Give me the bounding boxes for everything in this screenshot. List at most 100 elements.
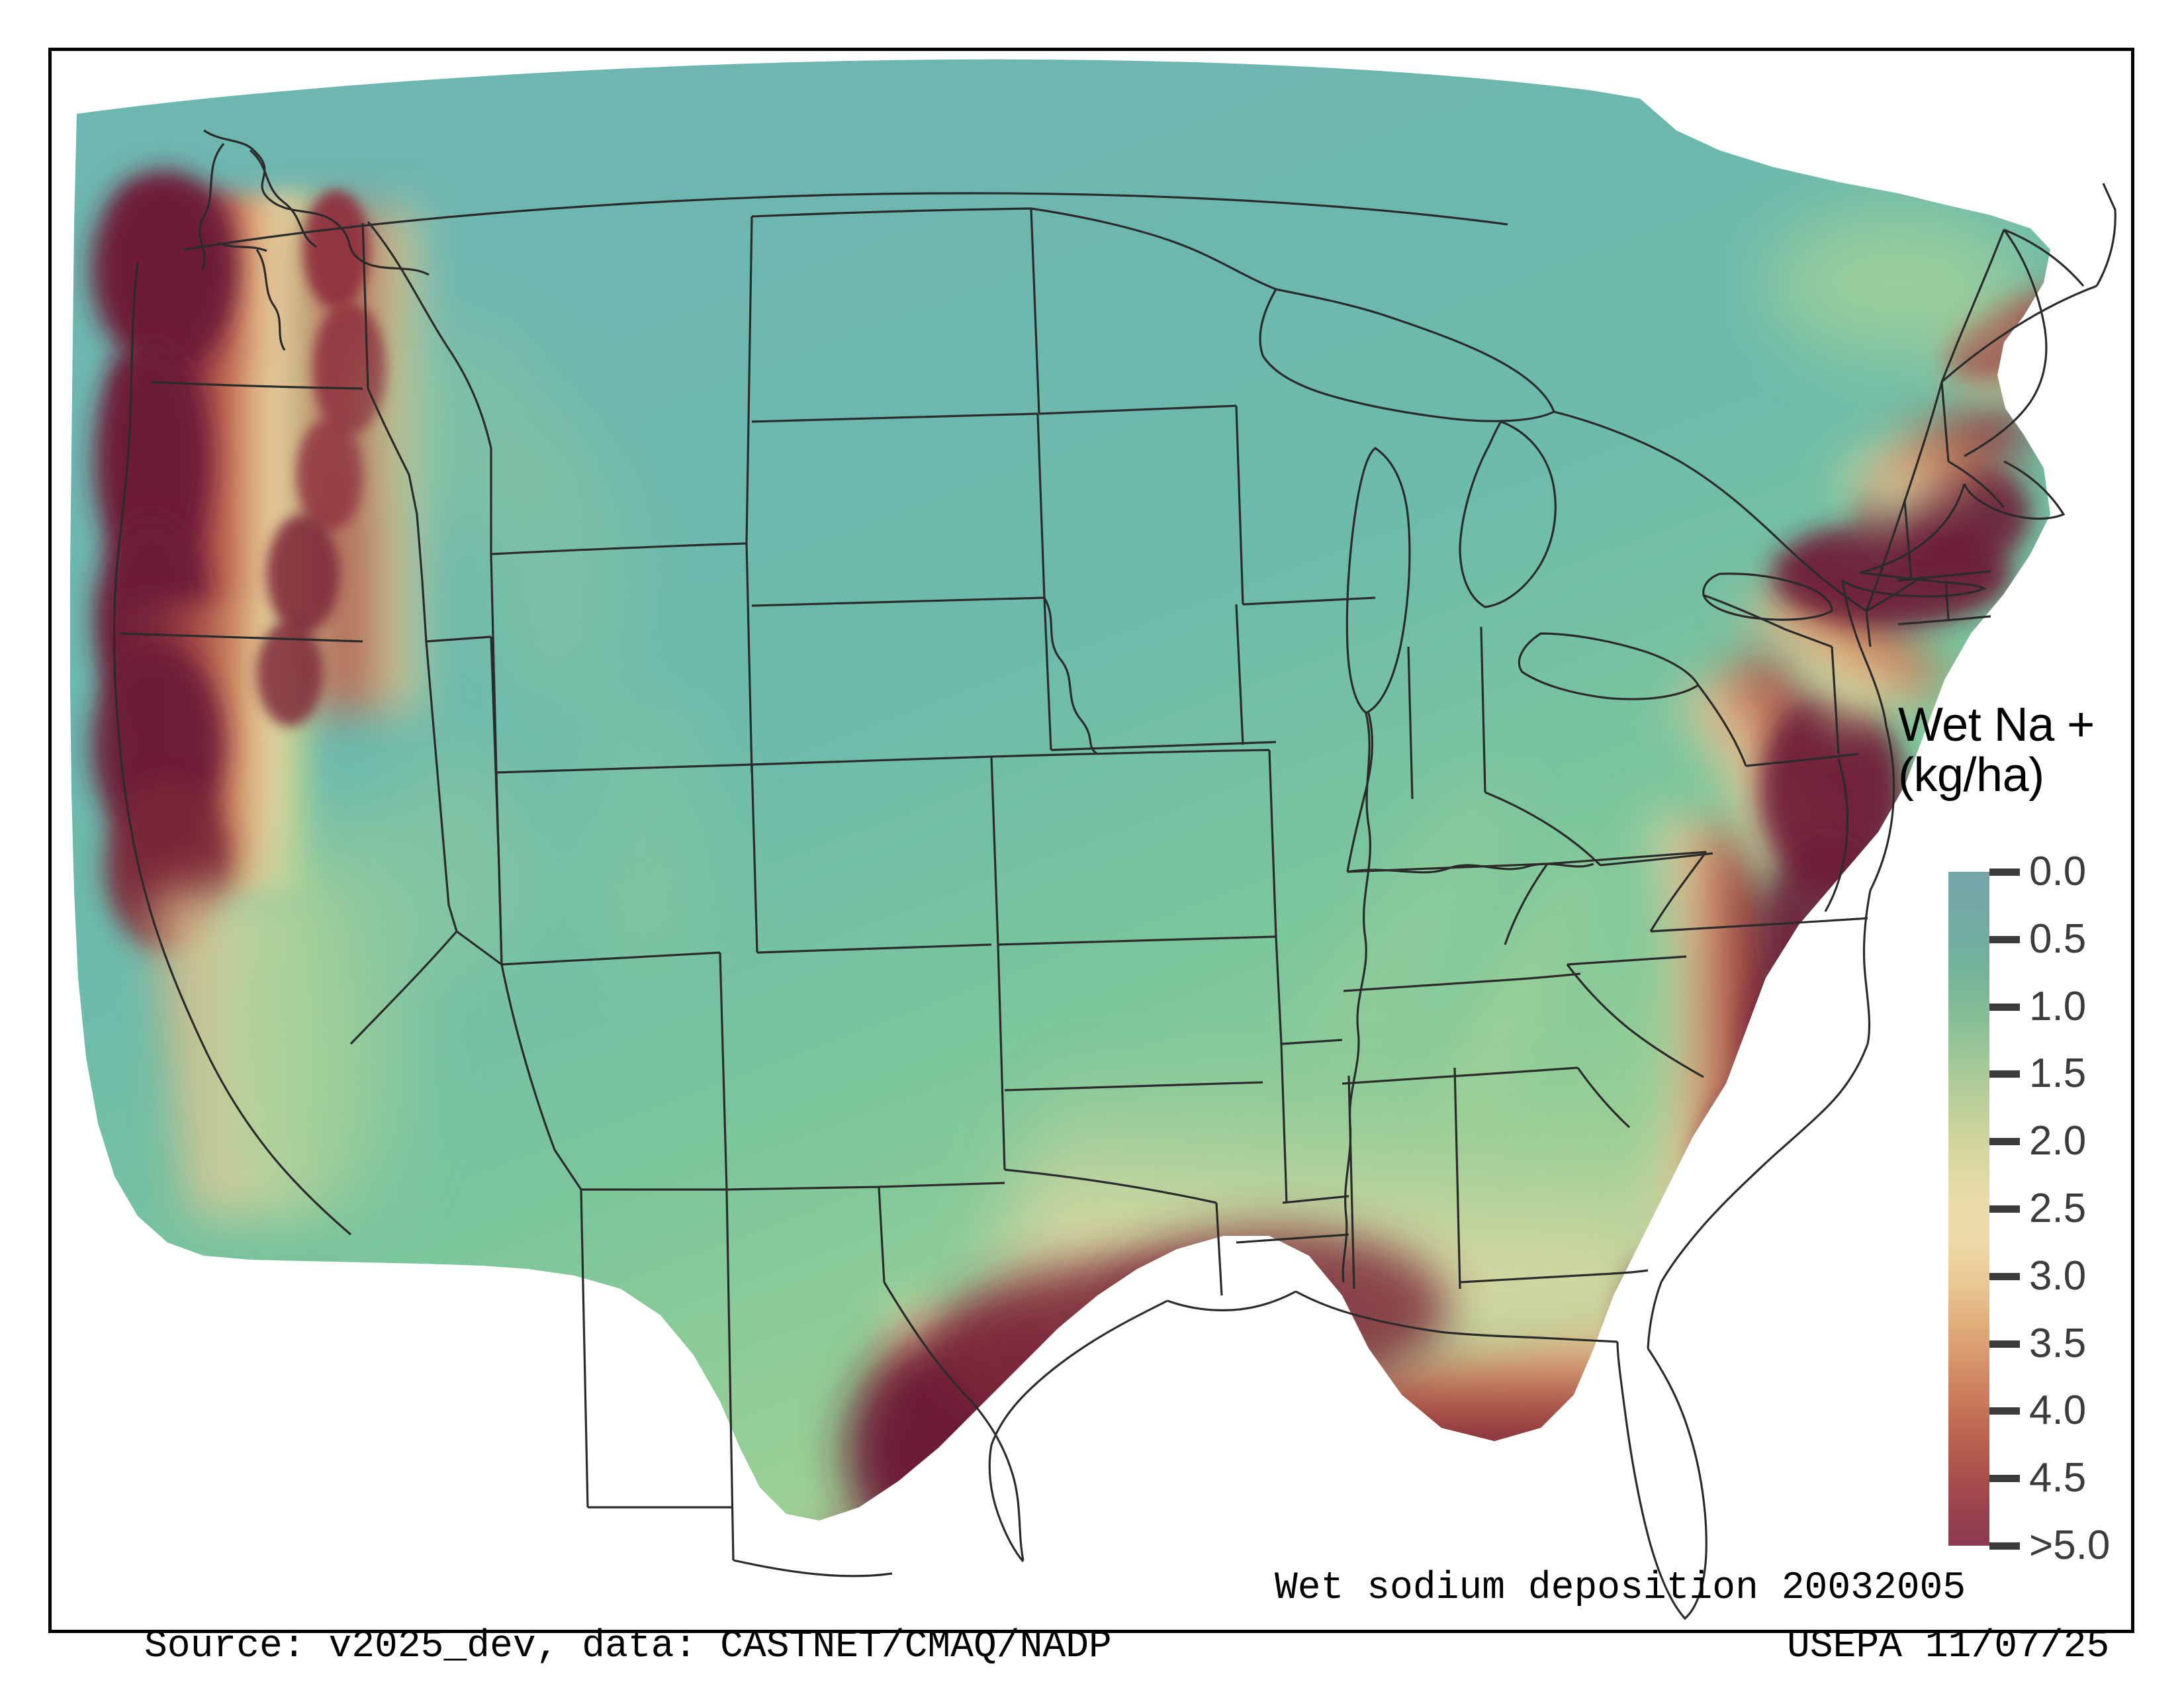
- colorbar-label-2: 1.0: [2029, 983, 2087, 1029]
- colorbar-tick-1: [1989, 935, 2020, 943]
- border-il-mo: [1346, 712, 1374, 872]
- border-in-oh: [1480, 626, 1486, 793]
- border-tx-la: [1215, 1202, 1223, 1296]
- border-nv-ca-s: [349, 930, 458, 1045]
- border-wa-id: [361, 222, 369, 389]
- coastline-louisiana: [1167, 1290, 1297, 1311]
- field-rockies-green-2: [568, 686, 713, 978]
- colorbar-tick-2: [1989, 1003, 2020, 1011]
- border-mn-canada: [1030, 207, 1277, 291]
- border-ky-tn-w: [1504, 863, 1549, 945]
- field-delmarva-max: [1759, 693, 1905, 892]
- colorbar-label-3: 1.5: [2029, 1051, 2087, 1097]
- border-ut-az: [501, 951, 721, 966]
- coastline-florida-panhandle: [1445, 1331, 1618, 1343]
- border-pa-nj: [1831, 646, 1840, 755]
- border-wy-co: [496, 763, 752, 774]
- field-cascade-peak-2: [313, 303, 386, 435]
- coastline-outer-banks: [1766, 1043, 1869, 1163]
- colorbar-tick-0: [1989, 868, 2020, 876]
- field-idaho-green: [369, 316, 555, 528]
- border-rio-grande: [883, 1282, 1024, 1561]
- colorbar-label-0: 0.0: [2029, 849, 2087, 894]
- coastline-chesapeake-w: [1824, 759, 1849, 912]
- border-or-id: [367, 388, 428, 642]
- border-al-ga: [1453, 1067, 1461, 1289]
- coastline-inlets: [199, 142, 225, 270]
- legend-title-line1: Wet Na +: [1898, 698, 2095, 751]
- border-ny-pa-n: [1703, 594, 1833, 648]
- field-cascade-peak-3: [296, 418, 363, 531]
- border-co-nm: [756, 943, 992, 954]
- field-olympic-max: [91, 170, 237, 369]
- coastline-virginia: [1862, 890, 1872, 1045]
- colorbar-label-7: 3.5: [2029, 1320, 2087, 1366]
- border-mn-ia: [1038, 404, 1237, 415]
- coastline-carolinas: [1660, 1160, 1768, 1283]
- colorbar-tick-10: [1989, 1542, 2020, 1550]
- border-mexico-state-4: [733, 1559, 893, 1577]
- field-newjersey-coast: [1739, 567, 1951, 726]
- border-me-canada-w: [1940, 229, 2005, 383]
- border-nd-mn: [1030, 208, 1040, 414]
- colorbar-label-8: 4.0: [2029, 1387, 2087, 1434]
- field-carolina-coast-max: [1700, 1077, 1845, 1276]
- border-wy-east: [745, 543, 753, 773]
- coastline-ma-ri-ct: [1859, 483, 1966, 574]
- border-ma-s: [1897, 615, 1991, 626]
- field-cascade-peak-1: [303, 190, 369, 309]
- field-nevada-green: [369, 746, 541, 984]
- coastline-florida: [1616, 1341, 1707, 1620]
- field-cascade-peak-5: [257, 620, 323, 726]
- border-la-ms: [1236, 1233, 1349, 1244]
- river-mississippi: [1342, 712, 1371, 1283]
- border-tn-s: [1342, 1066, 1578, 1085]
- border-ga-sc: [1576, 1067, 1631, 1129]
- field-maine-interior-green: [1766, 210, 2030, 355]
- border-tx-n: [1004, 1168, 1217, 1204]
- border-sd-ne: [751, 596, 1045, 607]
- coastline-maine: [1964, 229, 2048, 457]
- colorbar-label-6: 3.0: [2029, 1252, 2087, 1299]
- colorbar[interactable]: 0.0 0.5 1.0 1.5 2.0 2.5 3.0 3.5 4.0 4.5 …: [1948, 849, 2110, 1568]
- colorbar-label-5: 2.5: [2029, 1186, 2087, 1231]
- border-ut-west: [495, 772, 503, 965]
- map-title: Wet sodium deposition 20032005: [1275, 1567, 1966, 1610]
- border-va-nc: [1650, 917, 1868, 933]
- colorbar-tick-9: [1989, 1475, 2020, 1483]
- field-oregon-coast-max: [95, 342, 207, 581]
- border-az-nm: [719, 952, 728, 1190]
- colorbar-tick-7: [1989, 1340, 2020, 1348]
- coastline-long-island: [1842, 571, 1987, 598]
- border-me-canada-n: [2003, 228, 2085, 287]
- lake-erie: [1518, 632, 1700, 700]
- field-central-valley-green: [217, 878, 323, 1209]
- border-ny-east-1: [1865, 610, 1872, 647]
- border-or-ca: [120, 632, 363, 643]
- border-ar-w: [1280, 1043, 1288, 1203]
- field-newengland-coast: [1839, 395, 2030, 547]
- coastline-south-texas: [988, 1444, 1024, 1563]
- border-nc-sc: [1566, 964, 1704, 1078]
- river-missouri: [1043, 597, 1098, 755]
- colorbar-tick-4: [1989, 1138, 2020, 1146]
- border-sd-mn: [1036, 413, 1046, 598]
- border-oh-wv: [1484, 791, 1602, 867]
- lake-huron: [1459, 420, 1557, 608]
- river-ohio: [1347, 863, 1594, 874]
- coastline-texas: [990, 1299, 1168, 1446]
- border-nv-az: [456, 930, 502, 966]
- border-az-mexico: [500, 964, 727, 1191]
- coastline-nh-me: [1948, 460, 2005, 508]
- border-co-ne: [751, 755, 992, 766]
- map-canvas: [52, 51, 2138, 1636]
- colorbar-tick-5: [1989, 1205, 2020, 1213]
- border-il-in: [1407, 646, 1414, 800]
- colorbar-label-4: 2.0: [2029, 1118, 2087, 1164]
- border-tn-n: [1343, 972, 1581, 992]
- lake-michigan: [1345, 447, 1411, 714]
- field-outer-banks-max: [1749, 958, 1875, 1130]
- field-louisiana-coast: [1104, 1229, 1448, 1388]
- border-wv-va: [1600, 852, 1713, 867]
